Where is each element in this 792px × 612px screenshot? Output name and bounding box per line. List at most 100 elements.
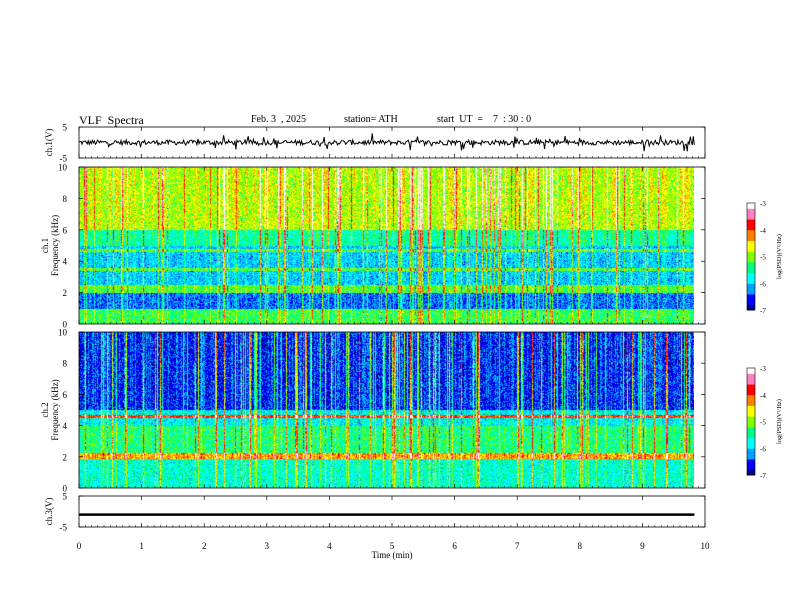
station-label: station= ATH [344,114,398,125]
colorbar-swatch [747,396,755,399]
colorbar-swatch [747,208,755,211]
colorbar-swatch [747,290,755,293]
y-tick-label: 0 [63,484,68,494]
colorbar-swatch [747,304,755,307]
colorbar-swatch [747,261,755,265]
colorbar-swatch [747,224,755,227]
colorbar-tick-label: -4 [760,392,766,400]
colorbar-swatch [747,382,755,385]
colorbar-swatch [747,375,755,378]
panel-ch-1-v- [78,126,706,159]
colorbar-swatch [747,265,755,268]
colorbar-swatch [747,293,755,297]
colorbar-swatch [747,457,755,460]
colorbar-swatch [747,371,755,374]
colorbar-tick-label: -4 [760,227,766,235]
colorbar-swatch [747,426,755,430]
panel-y-label: Frequency (kHz) [50,379,60,440]
colorbar-swatch [747,405,755,408]
colorbar-swatch [747,295,755,299]
colorbar-swatch [747,428,755,431]
panel-ch-2 [78,331,706,489]
colorbar-swatch [747,403,755,406]
colorbar-swatch [747,236,755,240]
chart-title: VLF Spectra [79,113,144,127]
colorbar-swatch [747,441,755,444]
colorbar-swatch [747,219,755,222]
colorbar-tick-label: -3 [760,365,766,373]
colorbar-swatch [747,227,755,231]
colorbar-swatch [747,217,755,220]
colorbar-swatch [747,231,755,234]
colorbar-swatch [747,206,755,209]
trace-ch-1-v- [78,133,695,152]
colorbar-swatch [747,215,755,218]
y-tick-label: 4 [63,257,68,267]
colorbar-swatch [747,409,755,412]
colorbar-swatch [747,299,755,302]
y-tick-label: 8 [63,359,68,369]
colorbar-swatch [747,391,755,394]
colorbar-1 [746,202,756,311]
colorbar-frame [746,202,756,311]
colorbar-swatch [747,398,755,401]
colorbar-swatch [747,400,755,403]
date-label: Feb. 3 , 2025 [251,114,306,125]
colorbar-swatch [747,425,755,428]
colorbar-swatch [747,245,755,249]
y-tick-label: 6 [63,390,68,400]
colorbar-frame [746,367,756,476]
colorbar-swatch [747,380,755,383]
colorbar-swatch [747,469,755,472]
colorbar-swatch [747,432,755,435]
colorbar-swatch [747,240,755,243]
colorbar-swatch [747,229,755,233]
panel-y-label: ch.3(V) [44,498,54,526]
colorbar-swatch [747,384,755,387]
colorbar-swatch [747,226,755,229]
colorbar-swatch [747,462,755,465]
x-tick-label: 9 [640,541,645,551]
colorbar-swatch [747,410,755,414]
x-tick-label: 2 [202,541,207,551]
panel-y-label: ch.1(V) [44,129,54,157]
x-tick-label: 4 [327,541,332,551]
panel-frame [78,495,706,528]
colorbar-swatch [747,369,755,373]
colorbar-swatch [747,285,755,288]
colorbar-swatch [747,254,755,257]
y-tick-label: -5 [60,523,68,533]
colorbar-swatch [747,283,755,286]
panel-y-label: Frequency (kHz) [50,215,60,276]
colorbar-swatch [747,450,755,453]
colorbar-swatch [747,471,755,474]
colorbar-swatch [747,473,755,476]
y-tick-label: 2 [63,288,68,298]
colorbar-tick-label: -6 [760,280,766,288]
colorbar-swatch [747,389,755,392]
colorbar-swatch [747,308,755,311]
colorbar-swatch [747,244,755,247]
panel-ch-1 [78,166,706,325]
colorbar-swatch [747,423,755,426]
y-tick-label: 10 [58,328,68,338]
colorbar-swatch [747,455,755,458]
colorbar-swatch [747,466,755,469]
y-tick-label: 6 [63,225,68,235]
colorbar-swatch [747,448,755,451]
colorbar-swatch [747,460,755,464]
colorbar-swatch [747,213,755,216]
colorbar-swatch [747,451,755,455]
colorbar-swatch [747,439,755,442]
x-tick-label: 5 [390,541,395,551]
colorbar-swatch [747,435,755,439]
colorbar-swatch [747,433,755,437]
colorbar-swatch [747,378,755,381]
colorbar-swatch [747,416,755,419]
colorbar-swatch [747,297,755,300]
colorbar-swatch [747,251,755,254]
colorbar-swatch [747,444,755,447]
colorbar-tick-label: -3 [760,200,766,208]
colorbar-swatch [747,235,755,238]
